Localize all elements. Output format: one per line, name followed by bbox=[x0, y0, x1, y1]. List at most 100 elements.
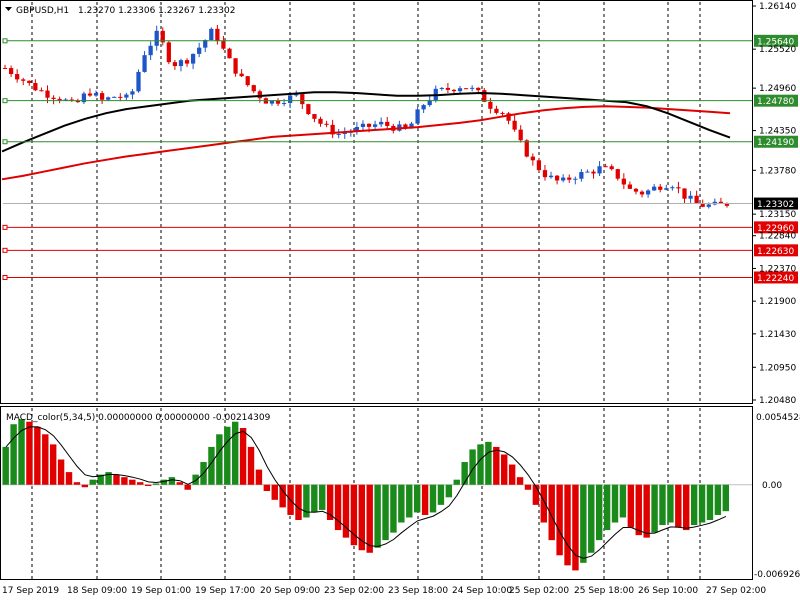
level-price-label: 1.22240 bbox=[757, 274, 794, 284]
macd-bar bbox=[176, 482, 183, 485]
candle-body bbox=[2, 67, 8, 69]
candle-body bbox=[506, 113, 511, 121]
macd-bar bbox=[105, 472, 112, 485]
level-price-label: 1.25640 bbox=[757, 37, 794, 47]
macd-bar bbox=[540, 484, 547, 523]
ma-slow-line bbox=[1, 105, 731, 181]
candle-body bbox=[700, 202, 705, 207]
candle-body bbox=[81, 93, 87, 103]
time-axis-label: 19 Sep 17:00 bbox=[195, 586, 255, 596]
candle-body bbox=[482, 90, 487, 102]
price-tick-label: 1.25520 bbox=[759, 45, 796, 55]
candle-body bbox=[324, 123, 329, 125]
candle-body bbox=[257, 91, 262, 99]
level-handle[interactable] bbox=[2, 98, 8, 104]
macd-bar bbox=[532, 484, 540, 505]
time-axis-label: 27 Sep 02:00 bbox=[706, 586, 766, 596]
price-pane-border bbox=[0, 0, 753, 404]
candle-body bbox=[8, 68, 14, 75]
candle-body bbox=[658, 186, 663, 190]
price-tick-label: 1.22370 bbox=[759, 264, 796, 274]
macd-bar bbox=[595, 484, 603, 541]
macd-bar bbox=[690, 484, 698, 526]
macd-bar bbox=[208, 446, 215, 485]
candlesticks bbox=[2, 24, 730, 209]
candle-body bbox=[494, 108, 499, 113]
candle-body bbox=[160, 30, 165, 43]
macd-scale-zero: 0.00 bbox=[762, 481, 782, 491]
macd-bar bbox=[18, 419, 25, 485]
candle-body bbox=[281, 103, 287, 105]
candle-body bbox=[142, 55, 147, 72]
candle-body bbox=[118, 96, 123, 98]
candle-body bbox=[154, 30, 159, 46]
candle-body bbox=[312, 114, 317, 119]
level-handle[interactable] bbox=[2, 38, 8, 44]
candle-body bbox=[518, 129, 523, 141]
candle-body bbox=[112, 96, 117, 98]
candle-body bbox=[621, 178, 626, 185]
macd-bar bbox=[603, 484, 611, 531]
candle-body bbox=[718, 201, 724, 204]
candle-body bbox=[542, 170, 548, 178]
price-tick-label: 1.22840 bbox=[759, 232, 796, 242]
level-handle[interactable] bbox=[2, 274, 8, 280]
level-handle[interactable] bbox=[2, 139, 8, 145]
macd-bar bbox=[524, 484, 532, 490]
candle-body bbox=[215, 28, 220, 41]
macd-bar bbox=[303, 484, 310, 518]
level-price-label: 1.24780 bbox=[757, 97, 794, 107]
macd-bar bbox=[477, 444, 484, 485]
candle-body bbox=[178, 60, 184, 67]
macd-bar bbox=[516, 477, 524, 485]
candle-body bbox=[451, 89, 457, 92]
macd-bar bbox=[263, 484, 271, 492]
price-tick-label: 1.23150 bbox=[759, 210, 796, 220]
macd-scale-bottom: -0.0069264 bbox=[754, 570, 800, 580]
level-price-box bbox=[754, 271, 798, 284]
candle-body bbox=[239, 73, 244, 77]
candle-body bbox=[51, 97, 56, 99]
ma-fast-line bbox=[1, 91, 731, 153]
candle-body bbox=[670, 187, 675, 189]
macd-bar bbox=[611, 484, 619, 523]
candle-body bbox=[415, 109, 420, 124]
macd-bar bbox=[651, 484, 658, 533]
level-handle[interactable] bbox=[2, 247, 8, 253]
candle-body bbox=[427, 100, 432, 106]
candle-body bbox=[39, 90, 44, 92]
macd-bar bbox=[358, 484, 365, 551]
candle-body bbox=[354, 127, 360, 132]
macd-bar bbox=[350, 484, 358, 546]
symbol-dropdown-icon[interactable] bbox=[5, 7, 12, 11]
macd-bar bbox=[10, 424, 17, 485]
candle-body bbox=[573, 178, 578, 180]
price-tick-label: 1.24960 bbox=[759, 84, 796, 94]
candle-body bbox=[457, 88, 463, 92]
macd-bar bbox=[279, 484, 286, 508]
macd-signal-line bbox=[5, 426, 727, 559]
candle-body bbox=[603, 166, 608, 168]
macd-bar bbox=[374, 484, 381, 548]
macd-bar bbox=[366, 484, 373, 553]
macd-bar bbox=[144, 484, 152, 486]
moving-averages bbox=[1, 91, 731, 181]
macd-bar bbox=[152, 483, 160, 485]
macd-bar bbox=[508, 464, 516, 485]
price-tick-label: 1.20480 bbox=[759, 396, 796, 406]
level-handle[interactable] bbox=[2, 224, 8, 230]
candle-body bbox=[203, 40, 208, 48]
macd-bar bbox=[421, 484, 429, 515]
macd-indicator-label: MACD_color(5,34,5) 0.00000000 0.00000000… bbox=[6, 413, 271, 423]
macd-bar bbox=[81, 484, 89, 488]
time-axis-label: 25 Sep 18:00 bbox=[574, 586, 634, 596]
macd-bar bbox=[390, 484, 397, 533]
macd-bar bbox=[89, 479, 96, 485]
macd-bar bbox=[319, 484, 326, 510]
macd-bar bbox=[469, 449, 476, 485]
candle-body bbox=[227, 48, 232, 59]
candle-body bbox=[676, 187, 681, 189]
macd-bar bbox=[501, 454, 508, 485]
